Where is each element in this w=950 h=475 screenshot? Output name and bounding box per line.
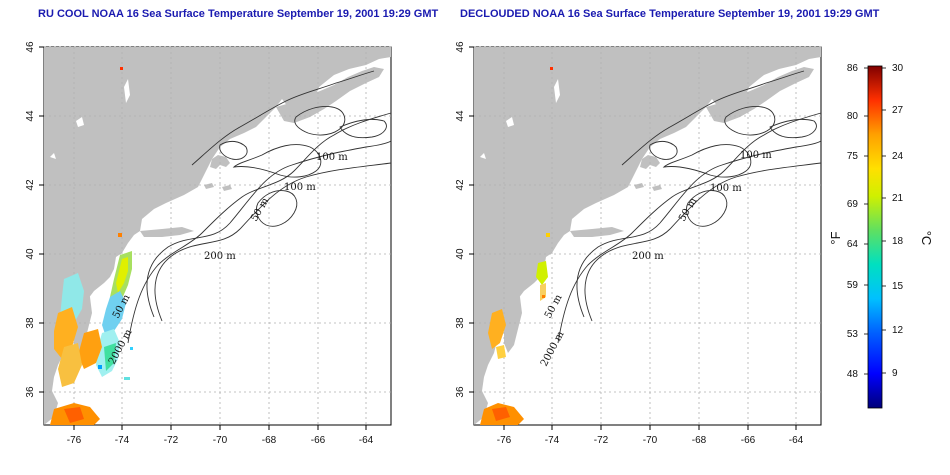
lon-tick-label: -76: [497, 435, 512, 446]
lon-tick-label: -76: [67, 435, 82, 446]
contour-label: 100 m: [740, 150, 772, 161]
left-bathymetry-contours: [127, 70, 392, 344]
celsius-tick-label: 30: [892, 63, 904, 74]
right-bathymetry-contours: [557, 70, 822, 344]
lon-tick-label: -70: [643, 435, 658, 446]
celsius-tick-label: 9: [892, 368, 898, 379]
lat-tick-label: 42: [25, 179, 36, 191]
temperature-colorbar: 86 80 75 69 64 59 53 48 30 27 24 21 18 1…: [828, 63, 934, 409]
lon-tick-label: -64: [789, 435, 804, 446]
colorbar-gradient: [867, 65, 883, 409]
fahrenheit-tick-label: 48: [847, 369, 859, 380]
lat-tick-label: 36: [25, 386, 36, 398]
lon-tick-label: -66: [741, 435, 756, 446]
lat-tick-label: 38: [25, 317, 36, 329]
contour-label: 100 m: [710, 183, 742, 194]
lat-tick-label: 36: [455, 386, 466, 398]
contour-label: 100 m: [316, 152, 348, 163]
left-lakes: [50, 79, 130, 159]
lon-tick-label: -74: [115, 435, 130, 446]
lat-tick-label: 46: [25, 41, 36, 53]
fahrenheit-unit-label: °F: [828, 231, 843, 244]
lat-tick-label: 40: [25, 248, 36, 260]
right-map-panel: 100 m 100 m 50 m 200 m 50 m 2000 m: [473, 46, 822, 426]
left-map-panel: 100 m 100 m 50 m 200 m 50 m 2000 m: [43, 46, 392, 426]
lat-tick-label: 44: [25, 110, 36, 122]
contour-label: 200 m: [632, 251, 664, 262]
lon-tick-label: -66: [311, 435, 326, 446]
lon-tick-label: -70: [213, 435, 228, 446]
fahrenheit-tick-label: 80: [847, 111, 859, 122]
lat-tick-label: 44: [455, 110, 466, 122]
fahrenheit-tick-label: 75: [847, 151, 859, 162]
fahrenheit-tick-label: 69: [847, 199, 859, 210]
contour-label: 100 m: [284, 182, 316, 193]
fahrenheit-tick-label: 64: [847, 239, 859, 250]
lat-tick-label: 40: [455, 248, 466, 260]
right-map-title: DECLOUDED NOAA 16 Sea Surface Temperatur…: [460, 8, 880, 20]
left-axes: -76 -74 -72 -70 -68 -66 -64 46 44 42 40 …: [25, 41, 374, 446]
lon-tick-label: -68: [692, 435, 707, 446]
lat-tick-label: 42: [455, 179, 466, 191]
celsius-tick-label: 24: [892, 151, 904, 162]
celsius-tick-label: 21: [892, 193, 904, 204]
lat-tick-label: 38: [455, 317, 466, 329]
contour-label: 200 m: [204, 251, 236, 262]
celsius-tick-label: 27: [892, 105, 904, 116]
right-gridlines: [474, 46, 821, 425]
left-map-title: RU COOL NOAA 16 Sea Surface Temperature …: [38, 8, 439, 20]
lon-tick-label: -64: [359, 435, 374, 446]
right-axes: -76 -74 -72 -70 -68 -66 -64 46 44 42 40 …: [455, 41, 804, 446]
celsius-tick-label: 18: [892, 236, 904, 247]
right-lakes: [480, 79, 560, 159]
lon-tick-label: -72: [164, 435, 179, 446]
fahrenheit-tick-label: 53: [847, 329, 859, 340]
lon-tick-label: -68: [262, 435, 277, 446]
fahrenheit-tick-label: 59: [847, 280, 859, 291]
lon-tick-label: -74: [545, 435, 560, 446]
lon-tick-label: -72: [594, 435, 609, 446]
celsius-tick-label: 15: [892, 281, 904, 292]
celsius-unit-label: °C: [919, 231, 934, 246]
celsius-tick-label: 12: [892, 325, 904, 336]
fahrenheit-tick-label: 86: [847, 63, 859, 74]
lat-tick-label: 46: [455, 41, 466, 53]
left-sst-data: [50, 67, 133, 425]
right-sst-data: [480, 67, 553, 425]
